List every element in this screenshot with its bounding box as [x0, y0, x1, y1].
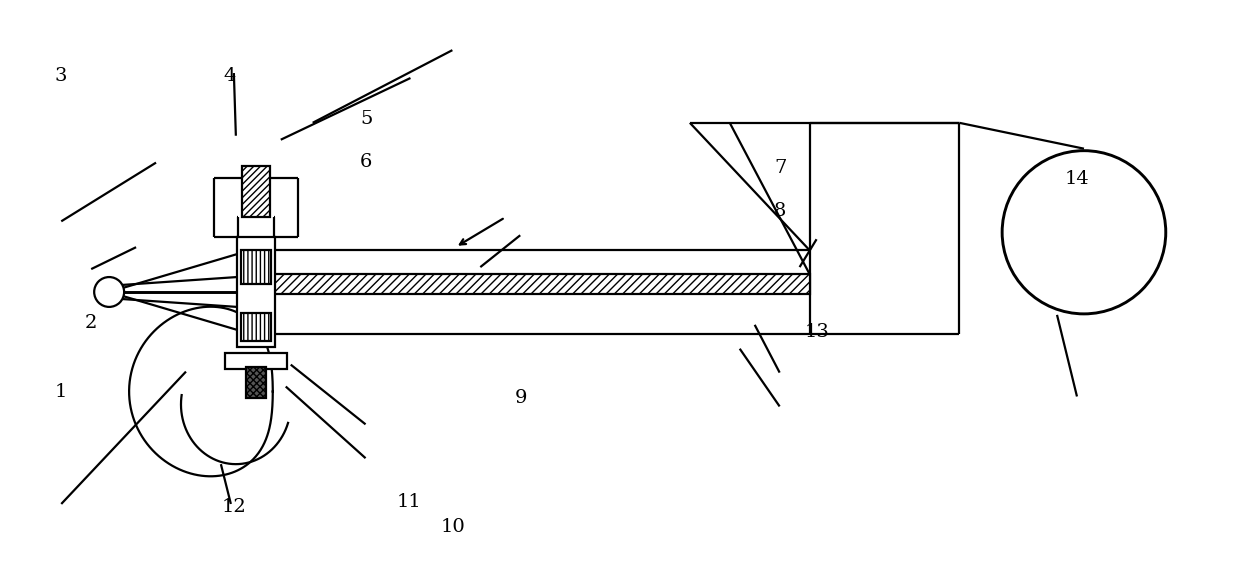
- Text: 9: 9: [514, 388, 527, 407]
- Text: 1: 1: [55, 383, 67, 401]
- Text: 4: 4: [224, 67, 237, 85]
- Bar: [240, 250, 271, 284]
- Text: 12: 12: [222, 498, 247, 516]
- Text: 14: 14: [1064, 170, 1089, 189]
- Text: 2: 2: [84, 314, 97, 332]
- Circle shape: [1002, 151, 1166, 314]
- Circle shape: [94, 277, 124, 307]
- Bar: [237, 237, 275, 347]
- Bar: [255, 250, 809, 334]
- Bar: [242, 166, 270, 218]
- Text: 10: 10: [440, 518, 465, 536]
- Text: 5: 5: [359, 110, 372, 128]
- Text: 8: 8: [774, 202, 787, 220]
- Bar: [240, 313, 271, 341]
- Text: 6: 6: [359, 153, 372, 171]
- Bar: [225, 353, 286, 369]
- Text: 13: 13: [805, 323, 830, 340]
- Text: 11: 11: [396, 493, 421, 511]
- Bar: [245, 366, 266, 399]
- Text: 3: 3: [55, 67, 67, 85]
- Bar: [255, 274, 809, 294]
- Text: 7: 7: [774, 159, 787, 177]
